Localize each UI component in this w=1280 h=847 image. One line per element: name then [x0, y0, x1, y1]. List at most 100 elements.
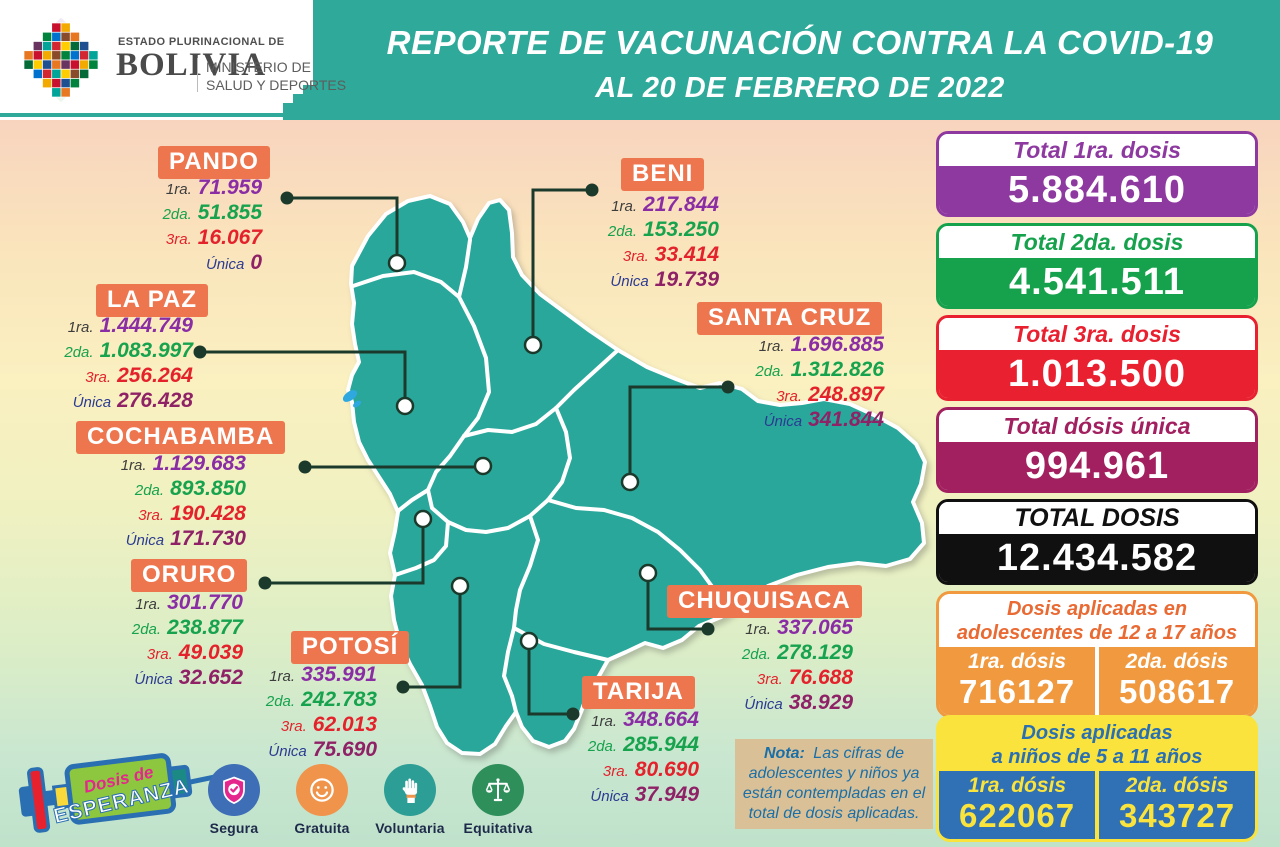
dept-stats-santa-cruz: 1ra. 1.696.885 2da. 1.312.826 3ra. 248.897 …	[755, 333, 884, 433]
dose2-label: 2da.	[741, 646, 772, 663]
bolivia-wordmark: BOLIVIA	[116, 47, 267, 83]
dose1-label: 1ra.	[269, 668, 296, 685]
syringe-stopper	[51, 783, 75, 810]
dose3-label: 3ra.	[776, 388, 803, 405]
dose1-value: 1.696.885	[790, 333, 884, 356]
report-title-line2: AL 20 DE FEBRERO DE 2022	[595, 72, 1005, 104]
dept-stats-cochabamba: 1ra. 1.129.683 2da. 893.850 3ra. 190.428 Ún…	[121, 452, 246, 552]
dose1-label: 1ra.	[165, 181, 192, 198]
lake-titicaca	[342, 390, 361, 408]
dose2-value: 153.250	[643, 218, 719, 241]
raised-hand-icon	[384, 764, 436, 816]
department-map-dots	[387, 253, 658, 651]
note-bold: Nota:	[763, 745, 805, 762]
unica-value: 19.739	[654, 268, 719, 291]
unica-value: 171.730	[170, 527, 246, 550]
header-divider	[197, 58, 198, 92]
principle-segura: Segura	[198, 764, 270, 836]
dose1-value: 337.065	[777, 616, 853, 639]
title-banner	[283, 0, 1280, 120]
principle-equitativa: Equitativa	[462, 764, 534, 836]
balance-scale-icon	[472, 764, 524, 816]
dose3-value: 248.897	[808, 383, 884, 406]
total-3rd-dose-label: Total 3ra. dosis	[939, 318, 1255, 350]
syringe-rod	[44, 788, 68, 807]
estado-label: ESTADO PLURINACIONAL DE	[118, 36, 285, 48]
total-1st-dose-label: Total 1ra. dosis	[939, 134, 1255, 166]
dept-title-oruro: ORURO	[131, 559, 248, 592]
dept-stats-tarija: 1ra. 348.664 2da. 285.944 3ra. 80.690 Única…	[588, 708, 699, 808]
dept-stats-potosi: 1ra. 335.991 2da. 242.783 3ra. 62.013 Única…	[266, 663, 377, 763]
dose3-label: 3ra.	[756, 671, 783, 688]
unica-label: Única	[72, 394, 112, 411]
bolivia-coat-logo	[24, 18, 98, 102]
vaccine-principles: Segura Gratuita	[198, 764, 534, 836]
principle-voluntaria: Voluntaria	[374, 764, 446, 836]
dose2-label: 2da.	[755, 363, 785, 380]
dose2-label: 2da.	[607, 223, 638, 240]
dose2-label: 2da.	[265, 693, 296, 710]
dose3-label: 3ra.	[138, 507, 165, 524]
total-single-dose-value: 994.961	[939, 442, 1255, 490]
dose3-label: 3ra.	[602, 763, 629, 780]
dose2-value: 238.877	[167, 616, 243, 639]
children-doses-card: Dosis aplicadas a niños de 5 a 11 años 1…	[936, 715, 1258, 842]
unica-value: 0	[250, 251, 262, 274]
dose1-label: 1ra.	[67, 319, 94, 336]
report-title-line1: REPORTE DE VACUNACIÓN CONTRA LA COVID-19	[386, 24, 1214, 61]
children-card-title: Dosis aplicadas a niños de 5 a 11 años	[939, 718, 1255, 771]
dose3-value: 256.264	[117, 364, 193, 387]
unica-value: 32.652	[178, 666, 243, 689]
note-text: Las cifras de adolescentes y niños ya es…	[742, 745, 926, 822]
total-single-dose-label: Total dósis única	[939, 410, 1255, 442]
unica-label: Única	[134, 671, 173, 688]
total-2nd-dose-value: 4.541.511	[939, 258, 1255, 306]
dose2-value: 242.783	[301, 688, 377, 711]
adolescents-card-title: Dosis aplicadas en adolescentes de 12 a …	[939, 594, 1255, 647]
unica-value: 276.428	[117, 389, 193, 412]
note-box: Nota: Las cifras de adolescentes y niños…	[735, 739, 933, 829]
dose3-value: 76.688	[788, 666, 853, 689]
dose2-value: 278.129	[777, 641, 853, 664]
syringe-flange	[27, 767, 51, 833]
dose1-value: 348.664	[623, 708, 699, 731]
ministry-label: MINISTERIO DE SALUD Y DEPORTES	[206, 59, 347, 93]
dose2-value: 1.312.826	[790, 358, 884, 381]
syringe-text-line1: Dosis de	[82, 762, 155, 796]
dept-title-chuquisaca: CHUQUISACA	[667, 585, 862, 618]
dose2-label: 2da.	[162, 206, 192, 223]
dose3-label: 3ra.	[280, 718, 307, 735]
dose1-label: 1ra.	[135, 596, 162, 613]
syringe-hub	[163, 764, 193, 799]
dose1-value: 217.844	[643, 193, 719, 216]
dose2-value: 51.855	[197, 201, 262, 224]
dose1-label: 1ra.	[745, 621, 772, 638]
total-applied-doses-value: 12.434.582	[939, 534, 1255, 582]
dept-title-cochabamba: COCHABAMBA	[76, 421, 286, 454]
dose2-value: 285.944	[623, 733, 699, 756]
dept-title-santa-cruz: SANTA CRUZ	[697, 302, 883, 335]
total-2nd-dose-card: Total 2da. dosis 4.541.511	[936, 223, 1258, 309]
dose1-value: 335.991	[301, 663, 377, 686]
dose3-label: 3ra.	[85, 369, 112, 386]
dose2-label: 2da.	[64, 344, 94, 361]
dose2-label: 2da.	[134, 482, 165, 499]
dose3-label: 3ra.	[165, 231, 192, 248]
syringe-plunger-cap	[18, 786, 36, 817]
dept-title-beni: BENI	[621, 158, 705, 191]
total-1st-dose-card: Total 1ra. dosis 5.884.610	[936, 131, 1258, 217]
dept-stats-pando: 1ra. 71.959 2da. 51.855 3ra. 16.067 Única 0	[163, 176, 262, 276]
header-underline	[0, 113, 290, 117]
shield-check-icon	[208, 764, 260, 816]
unica-value: 38.929	[788, 691, 853, 714]
total-single-dose-card: Total dósis única 994.961	[936, 407, 1258, 493]
total-1st-dose-value: 5.884.610	[939, 166, 1255, 214]
dose1-value: 1.444.749	[99, 314, 193, 337]
dose3-value: 190.428	[170, 502, 246, 525]
dose1-label: 1ra.	[591, 713, 618, 730]
adolescents-2nd-dose-cell: 2da. dósis 508617	[1095, 647, 1255, 715]
unica-value: 75.690	[312, 738, 377, 761]
dose1-label: 1ra.	[120, 457, 147, 474]
dose3-label: 3ra.	[146, 646, 173, 663]
unica-value: 37.949	[634, 783, 699, 806]
